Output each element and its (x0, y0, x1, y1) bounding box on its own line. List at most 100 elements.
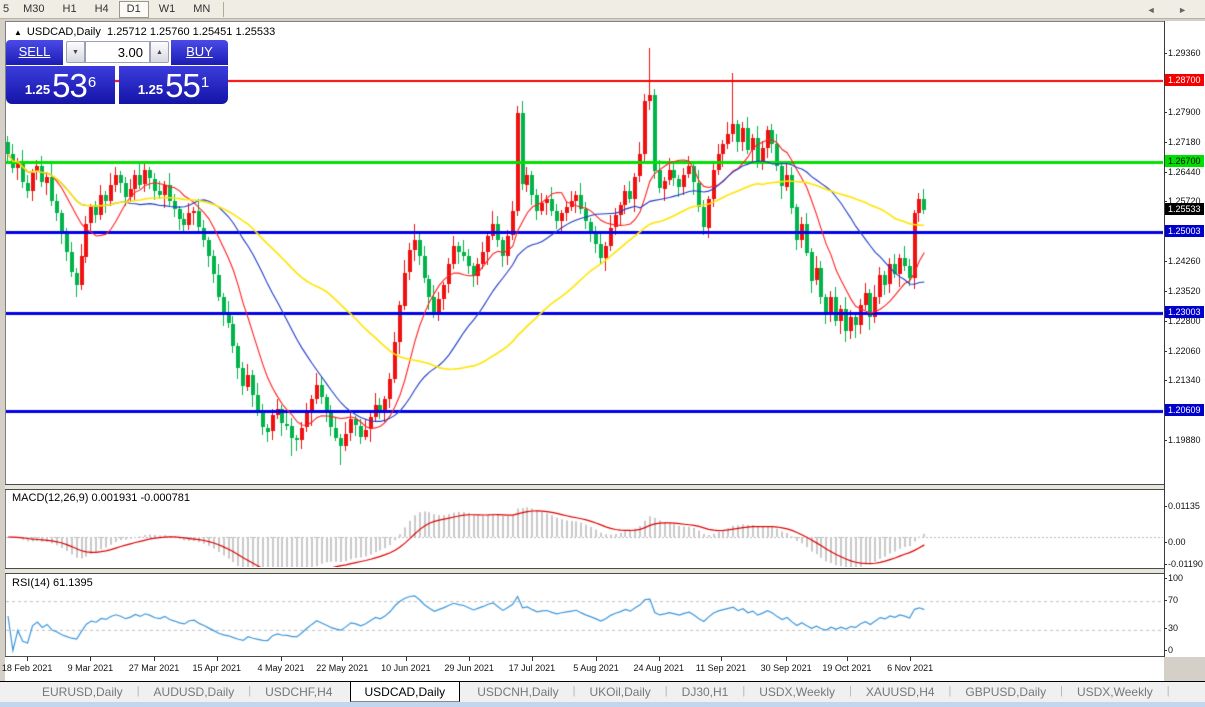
price-axis-label: 1.29360 (1164, 48, 1201, 58)
tab-AUDUSD-Daily[interactable]: AUDUSD,Daily (153, 685, 235, 699)
date-tick (846, 657, 848, 661)
tab-XAUUSD-H4[interactable]: XAUUSD,H4 (865, 685, 935, 699)
timeframe-button-D1[interactable]: D1 (118, 0, 149, 18)
window-bottom-edge (0, 702, 1205, 707)
date-label: 29 Jun 2021 (444, 663, 494, 673)
date-tick (342, 657, 344, 661)
price-axis-label: 1.22800 (1164, 316, 1201, 326)
macd-axis-label: 0.00 (1164, 537, 1186, 547)
volume-input[interactable] (85, 41, 150, 63)
macd-signal-value: -0.000781 (140, 492, 190, 504)
sell-price-prefix: 1.25 (24, 82, 51, 97)
date-label: 19 Oct 2021 (822, 663, 872, 673)
tab-USDCAD-Daily[interactable]: USDCAD,Daily (349, 682, 461, 702)
tab-separator: | (1060, 685, 1063, 697)
date-tick (469, 657, 471, 661)
price-axis-label: 1.27180 (1164, 137, 1201, 147)
date-tick (216, 657, 218, 661)
date-tick (596, 657, 598, 661)
tab-UKOil-Daily[interactable]: UKOil,Daily (589, 685, 651, 699)
date-label: 4 May 2021 (257, 663, 305, 673)
one-click-trading-panel: SELL ▼ ▲ BUY 1.25 53 6 1.25 55 1 (6, 40, 228, 104)
date-label: 9 Mar 2021 (67, 663, 114, 673)
date-label: 24 Aug 2021 (633, 663, 685, 673)
price-level-label: 1.25533 (1165, 203, 1204, 215)
sell-price-main: 53 (52, 67, 88, 104)
macd-main-value: 0.001931 (91, 492, 138, 504)
tab-DJ30-H1[interactable]: DJ30,H1 (681, 685, 729, 699)
tab-separator: | (948, 685, 952, 697)
timeframe-button-H4[interactable]: H4 (94, 2, 109, 15)
date-label: 15 Apr 2021 (192, 663, 242, 673)
date-tick (280, 657, 282, 661)
tab-USDX-Weekly[interactable]: USDX,Weekly (759, 685, 835, 699)
tab-separator: | (136, 685, 140, 697)
price-axis-label: 1.26440 (1164, 167, 1201, 177)
timeframe-button-M30[interactable]: M30 (23, 2, 45, 15)
date-tick (90, 657, 92, 661)
timeframe-button-MN[interactable]: MN (193, 2, 211, 15)
pane-border (5, 656, 1205, 657)
date-label: 30 Sep 2021 (760, 663, 812, 673)
rsi-axis-label: 30 (1163, 623, 1179, 634)
date-label: 27 Mar 2021 (128, 663, 180, 673)
price-axis: 1.29360 1.27900 1.27180 1.26440 1.25720 1.242… (1163, 21, 1205, 657)
rsi-indicator-canvas[interactable] (6, 574, 1163, 656)
price-axis-label: 1.25720 (1164, 196, 1201, 206)
pane-splitter[interactable] (5, 484, 1205, 490)
timeframe-button-W1[interactable]: W1 (158, 2, 176, 15)
date-tick (720, 657, 722, 661)
chart-ohlc-values: 1.25712 1.25760 1.25451 1.25533 (107, 26, 276, 38)
macd-label: MACD(12,26,9) (12, 492, 89, 504)
rsi-value: 61.1395 (52, 577, 93, 589)
sell-price-display[interactable]: 1.25 53 6 (6, 66, 115, 104)
tab-GBPUSD-Daily[interactable]: GBPUSD,Daily (965, 685, 1047, 699)
date-label: 18 Feb 2021 (1, 663, 53, 673)
macd-axis-label: -0.01190 (1164, 559, 1203, 569)
tab-USDCHF-H4[interactable]: USDCHF,H4 (265, 685, 333, 699)
sell-button[interactable]: SELL (6, 40, 63, 65)
buy-price-pip: 1 (200, 74, 210, 91)
date-label: 5 Aug 2021 (573, 663, 619, 673)
symbol-tab-bar: EURUSD,Daily | AUDUSD,Daily | USDCHF,H4 USDC… (0, 681, 1205, 702)
rsi-axis-label: 0 (1163, 645, 1174, 655)
date-label: 22 May 2021 (316, 663, 369, 673)
price-axis-label: 1.19880 (1164, 435, 1201, 445)
volume-decrease-button[interactable]: ▼ (66, 41, 85, 63)
buy-price-display[interactable]: 1.25 55 1 (119, 66, 228, 104)
buy-price-prefix: 1.25 (137, 82, 164, 97)
price-level-label: 1.20609 (1165, 404, 1204, 416)
price-axis-label: 1.22060 (1164, 346, 1201, 356)
tab-USDX-Weekly[interactable]: USDX,Weekly (1076, 685, 1153, 699)
volume-increase-button[interactable]: ▲ (150, 41, 169, 63)
price-axis-label: 1.24260 (1164, 256, 1201, 266)
price-axis-label: 1.23520 (1164, 286, 1201, 296)
date-axis: 18 Feb 2021 9 Mar 2021 27 Mar 2021 15 Apr 2… (1, 657, 1164, 681)
macd-axis-label: 0.01135 (1164, 501, 1200, 512)
tab-EURUSD-Daily[interactable]: EURUSD,Daily (42, 685, 123, 699)
tab-scroll-arrows[interactable]: ◄ ► (1146, 5, 1197, 15)
price-axis-label: 1.21340 (1164, 375, 1201, 385)
tab-separator: | (1166, 685, 1170, 697)
tab-separator: | (664, 685, 668, 697)
tab-USDCNH-Daily[interactable]: USDCNH,Daily (477, 685, 559, 699)
timeframe-button-5[interactable]: 5 (3, 2, 10, 15)
chart-title: ▲ USDCAD,Daily 1.25712 1.25760 1.25451 1.… (14, 26, 275, 38)
date-tick (910, 657, 912, 661)
price-level-label: 1.28700 (1165, 74, 1204, 86)
collapse-arrow-icon[interactable]: ▲ (14, 28, 22, 37)
tab-separator: | (248, 685, 252, 697)
price-level-label: 1.23003 (1165, 306, 1204, 318)
pane-splitter[interactable] (5, 568, 1205, 574)
buy-price-main: 55 (165, 67, 201, 104)
price-axis-label: 1.27900 (1164, 107, 1201, 117)
tab-separator: | (742, 685, 746, 697)
date-label: 11 Sep 2021 (695, 663, 747, 673)
price-level-label: 1.25003 (1165, 225, 1204, 237)
timeframe-button-H1[interactable]: H1 (62, 2, 77, 15)
price-level-label: 1.26700 (1165, 155, 1204, 167)
buy-button[interactable]: BUY (171, 40, 228, 65)
rsi-label: RSI(14) (12, 577, 50, 589)
macd-indicator-canvas[interactable] (6, 490, 1163, 567)
